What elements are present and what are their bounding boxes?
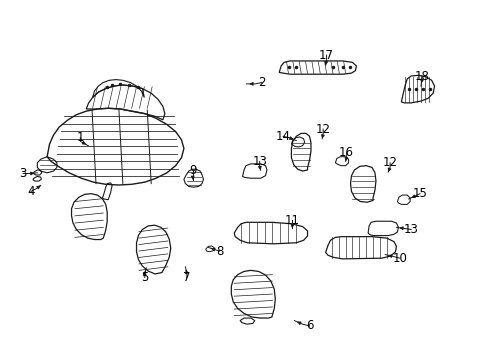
Text: 8: 8	[216, 244, 223, 257]
Text: 11: 11	[285, 214, 300, 227]
Text: 13: 13	[404, 223, 418, 236]
Text: 12: 12	[316, 122, 331, 136]
Text: 4: 4	[27, 185, 35, 198]
Text: 18: 18	[415, 69, 429, 82]
Text: 9: 9	[189, 164, 196, 177]
Text: 10: 10	[392, 252, 407, 265]
Text: 1: 1	[76, 131, 84, 144]
Text: 6: 6	[306, 319, 313, 332]
Text: 7: 7	[183, 271, 191, 284]
Text: 5: 5	[141, 271, 148, 284]
Text: 3: 3	[20, 167, 27, 180]
Text: 14: 14	[275, 130, 291, 143]
Text: 15: 15	[413, 187, 427, 200]
Text: 17: 17	[319, 49, 334, 62]
Text: 13: 13	[252, 155, 267, 168]
Text: 12: 12	[383, 156, 397, 169]
Text: 16: 16	[339, 145, 354, 158]
Text: 2: 2	[258, 76, 266, 89]
